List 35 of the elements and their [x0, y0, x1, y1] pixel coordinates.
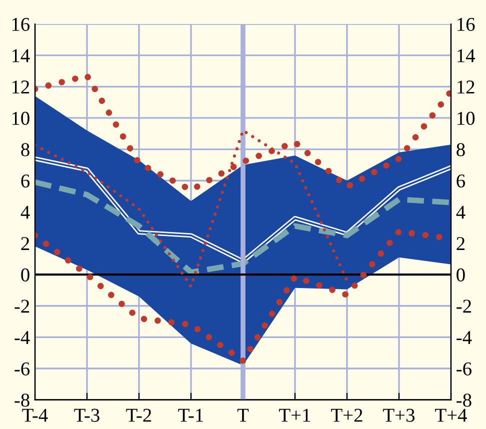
- y2-tick-label: 12: [458, 80, 474, 94]
- y2-tick-label: 6: [456, 174, 466, 188]
- y2-tick-label: 0: [456, 268, 465, 282]
- x-tick-label: T-2: [126, 408, 152, 422]
- y2-tick-label: -2: [456, 300, 471, 313]
- y-tick-label: 0: [21, 268, 30, 282]
- y-tick-label: -6: [14, 362, 30, 376]
- x-tick-label: T-3: [74, 408, 100, 422]
- x-tick-label: T+1: [279, 408, 310, 422]
- x-tick-label: T-1: [178, 408, 203, 422]
- y2-tick-label: 14: [458, 49, 476, 62]
- y2-tick-label: 8: [456, 143, 465, 156]
- y-tick-label: 4: [20, 206, 30, 219]
- x-tick-label: T+2: [331, 408, 362, 422]
- y2-tick-label: 10: [458, 112, 475, 125]
- x-tick-label: T+4: [435, 408, 467, 422]
- y-tick-label: 8: [21, 143, 30, 156]
- y2-tick-label: -4: [456, 331, 472, 344]
- y2-tick-label: -8: [456, 394, 472, 407]
- y-tick-label: -4: [14, 331, 30, 344]
- y-tick-label: -8: [14, 394, 30, 407]
- y2-tick-label: 16: [458, 18, 475, 31]
- y-tick-label: 12: [12, 80, 30, 94]
- y2-tick-label: 4: [456, 206, 466, 219]
- y-tick-label: 10: [12, 112, 30, 125]
- x-tick-label: T: [237, 408, 249, 422]
- y-tick-label: 2: [21, 237, 30, 250]
- y-tick-label: 6: [21, 174, 30, 188]
- x-tick-label: T+3: [383, 408, 415, 422]
- y2-tick-label: -6: [456, 362, 472, 376]
- y-tick-label: 14: [12, 49, 30, 62]
- x-tick-label: T-4: [22, 408, 48, 422]
- y-tick-label: -2: [14, 300, 30, 313]
- y-tick-label: 16: [12, 18, 30, 31]
- y2-tick-label: 2: [456, 237, 465, 250]
